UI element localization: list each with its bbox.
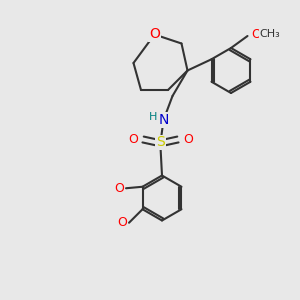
Text: O: O	[118, 216, 128, 229]
Text: O: O	[128, 133, 138, 146]
Text: CH₃: CH₃	[260, 29, 280, 40]
Text: O: O	[149, 28, 160, 41]
Text: H: H	[149, 112, 157, 122]
Text: O: O	[252, 28, 261, 41]
Text: S: S	[156, 136, 165, 149]
Text: N: N	[158, 113, 169, 127]
Text: O: O	[183, 133, 193, 146]
Text: O: O	[115, 182, 124, 195]
